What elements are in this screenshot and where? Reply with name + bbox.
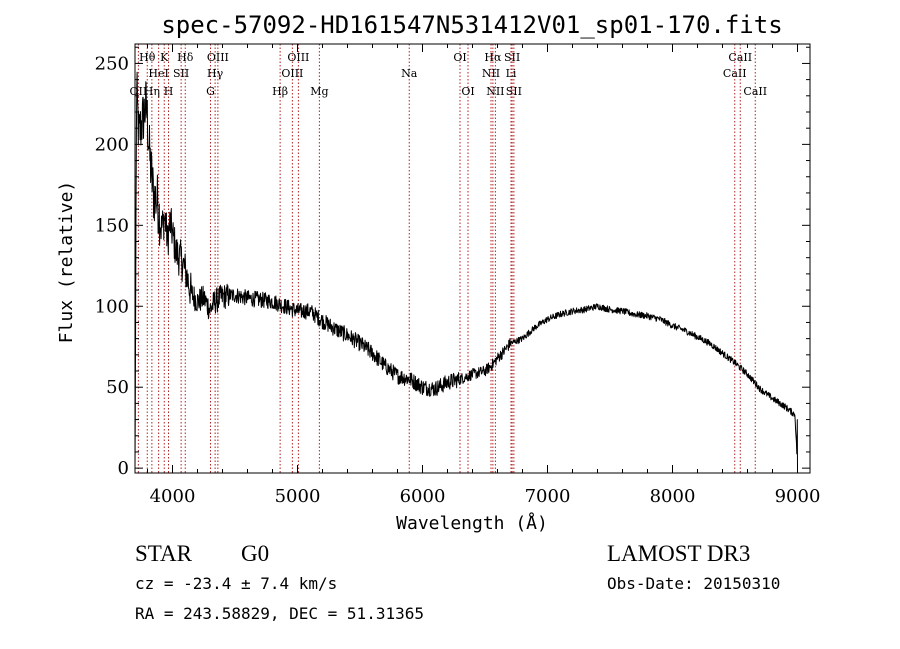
emission-line-label: Li [506,67,517,80]
emission-line-label: Na [401,67,418,80]
x-tick-label: 6000 [400,486,446,507]
emission-line-markers [137,44,756,473]
survey-name: LAMOST DR3 [607,541,750,566]
y-tick-label: 50 [106,377,129,398]
x-tick-label: 5000 [275,486,321,507]
y-axis-label: Flux (relative) [56,181,77,344]
y-tick-label: 0 [118,458,129,479]
emission-line-label: OI [453,51,466,64]
emission-line-label: NII [486,85,504,98]
emission-line-label: Hα [484,51,502,64]
emission-line-label: Hη [144,85,160,98]
x-tick-label: 9000 [775,486,821,507]
x-axis-ticks: 4000 5000 6000 7000 8000 9000 [147,44,821,507]
x-tick-label: 4000 [150,486,196,507]
y-tick-label: 100 [95,296,129,317]
emission-line-label: Hδ [177,51,194,64]
emission-line-label: OI [461,85,474,98]
redshift-velocity: cz = -23.4 ± 7.4 km/s [135,574,337,593]
y-tick-label: 150 [95,215,129,236]
emission-line-label: G [206,85,215,98]
emission-line-label: OIII [207,51,229,64]
emission-line-label: Hθ [139,51,156,64]
coordinates: RA = 243.58829, DEC = 51.31365 [135,604,424,623]
emission-line-label: HeI [148,67,168,80]
emission-line-label: CaII [728,51,752,64]
x-tick-label: 8000 [650,486,696,507]
emission-line-label: CaII [743,85,767,98]
emission-line-label: H [164,85,174,98]
spectrum-line [134,71,798,469]
chart-title: spec-57092-HD161547N531412V01_sp01-170.f… [161,11,782,39]
emission-line-label: OIII [287,51,309,64]
y-tick-label: 200 [95,134,129,155]
emission-line-label: SII [506,85,522,98]
emission-line-label: SII [504,51,520,64]
plot-frame [134,43,811,474]
emission-line-label: OIII [281,67,303,80]
emission-line-label: Hβ [272,85,288,98]
emission-line-labels: OII Hθ Hη HeI K H SII Hδ G Hγ OIII Hβ OIII OIII Mg Na OI… [130,51,768,98]
y-axis-ticks: 0 50 100 150 200 250 [95,46,810,479]
object-class: STAR [135,541,193,566]
x-tick-label: 7000 [525,486,571,507]
emission-line-label: K [160,51,169,64]
observation-date: Obs-Date: 20150310 [607,574,780,593]
emission-line-label: NII [482,67,500,80]
emission-line-label: Hγ [207,67,224,80]
emission-line-label: Mg [310,85,328,98]
emission-line-label: SII [173,67,189,80]
emission-line-label: CaII [723,67,747,80]
object-subclass: G0 [241,541,269,566]
y-tick-label: 250 [95,53,129,74]
emission-line-label: OII [130,85,148,98]
x-axis-label: Wavelength (Å) [396,512,548,534]
